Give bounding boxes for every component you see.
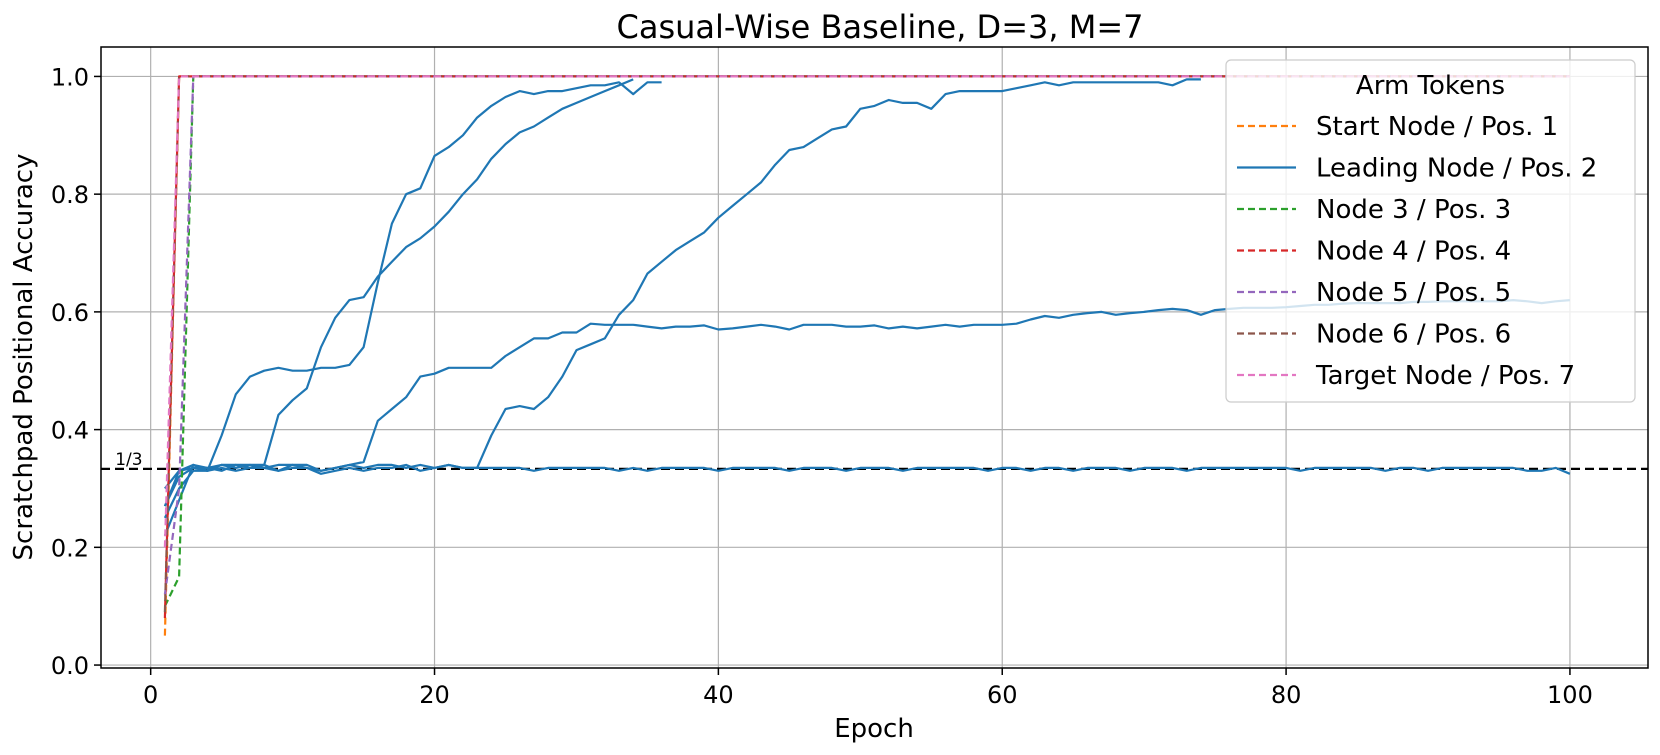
- x-tick-label: 60: [987, 681, 1018, 709]
- plot-frame: [100, 46, 1649, 669]
- y-tick-label: 0.4: [51, 417, 89, 445]
- legend-entry-label: Target Node / Pos. 7: [1315, 361, 1575, 391]
- x-tick-label: 20: [419, 681, 450, 709]
- series-line-2: [163, 78, 634, 507]
- legend-box: [1225, 59, 1636, 403]
- series-line-10: [163, 75, 1570, 548]
- y-tick-label: 0.0: [51, 652, 89, 680]
- legend-entry-label: Node 6 / Pos. 6: [1316, 320, 1511, 350]
- x-tick-label: 80: [1271, 681, 1302, 709]
- y-tick-label: 0.2: [51, 534, 89, 562]
- legend-entry-label: Node 4 / Pos. 4: [1316, 237, 1511, 267]
- reference-line-label: 1/3: [115, 450, 142, 470]
- legend-title: Arm Tokens: [1356, 71, 1505, 101]
- legend: Arm Tokens Start Node / Pos. 1 Leading Nod…: [1225, 59, 1636, 403]
- y-axis-title: Scratchpad Positional Accuracy: [9, 154, 39, 561]
- series-line-1: [163, 81, 662, 519]
- legend-entry-label: Leading Node / Pos. 2: [1316, 154, 1597, 184]
- legend-entry-label: Node 5 / Pos. 5: [1316, 278, 1511, 308]
- chart-title: Casual-Wise Baseline, D=3, M=7: [617, 8, 1144, 46]
- series-line-5: [163, 463, 1571, 507]
- x-tick-label: 0: [143, 681, 158, 709]
- x-tick-label: 40: [703, 681, 734, 709]
- x-tick-label: 100: [1547, 681, 1593, 709]
- x-axis-title: Epoch: [834, 714, 914, 744]
- y-axis-ticks: 0.0 0.2 0.4 0.6 0.8 1.0: [51, 63, 101, 680]
- y-tick-label: 1.0: [51, 63, 89, 91]
- x-axis-ticks: 0 20 40 60 80 100: [143, 668, 1593, 709]
- y-tick-label: 0.8: [51, 181, 89, 209]
- y-tick-label: 0.6: [51, 299, 89, 327]
- legend-entry-label: Start Node / Pos. 1: [1316, 112, 1558, 142]
- series-group: [163, 75, 1571, 636]
- legend-entry-label: Node 3 / Pos. 3: [1316, 195, 1511, 225]
